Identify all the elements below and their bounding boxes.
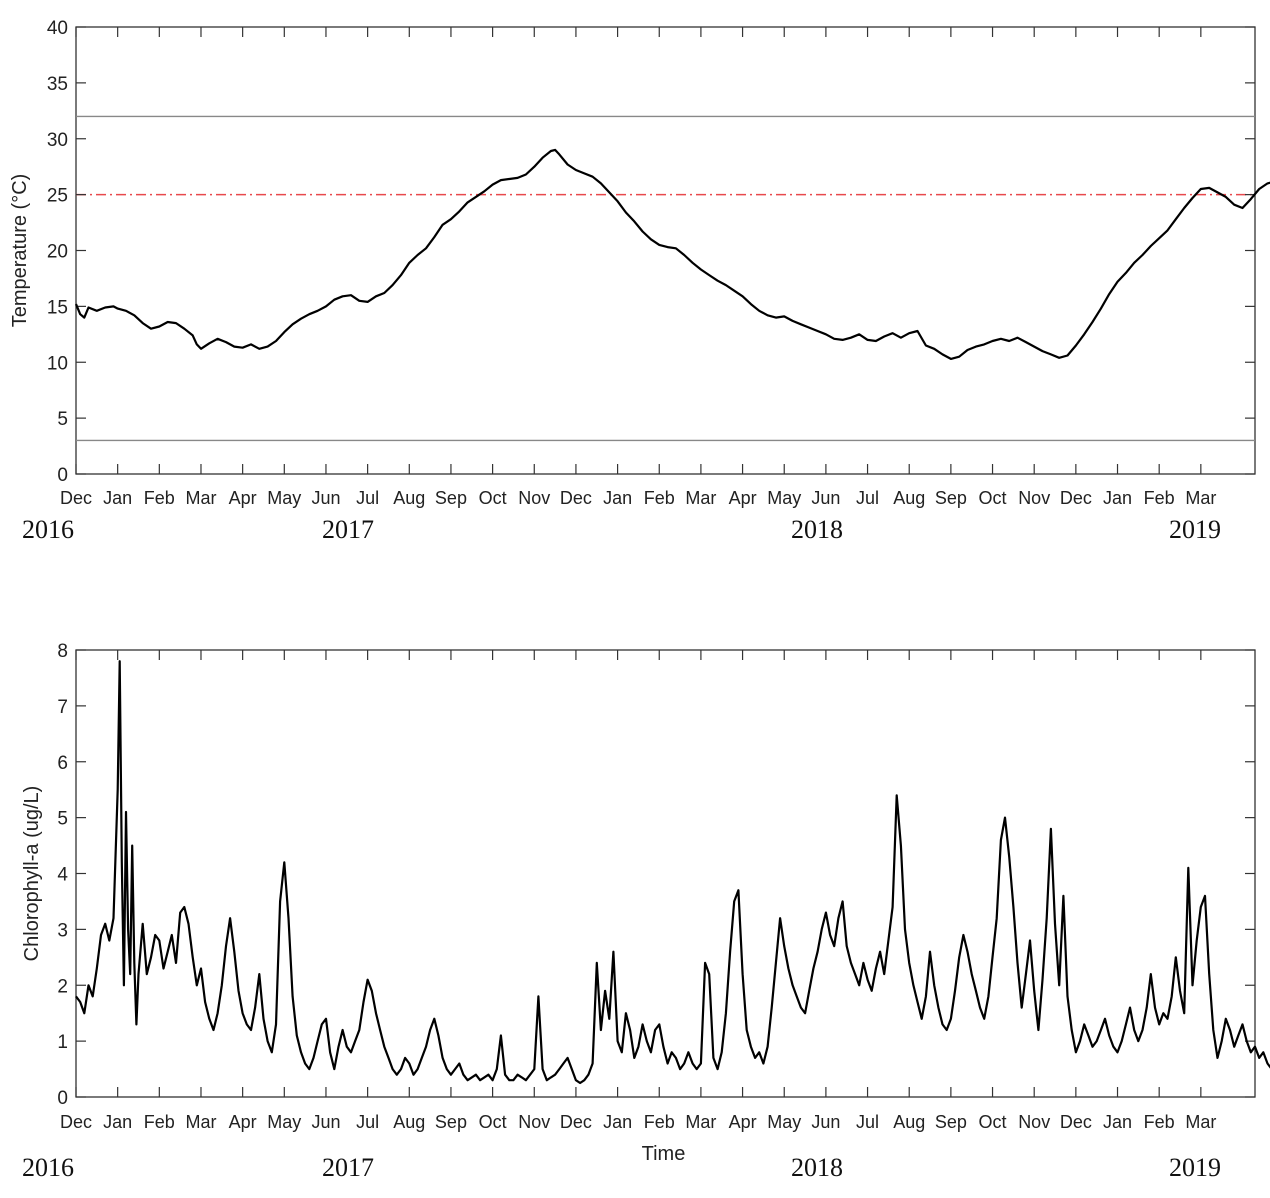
temperature-panel: 0 5 10 15 20 25 30 35 40 Dec Jan Feb Mar Apr May Jun Jul…	[9, 18, 1270, 544]
y-tick-label: 1	[57, 1032, 68, 1053]
x-month-label: Dec	[560, 1112, 592, 1132]
x-month-label: Apr	[229, 488, 257, 508]
x-month-label: Jan	[1103, 1112, 1132, 1132]
year-label: 2018	[791, 515, 843, 544]
x-month-label: Dec	[1060, 488, 1092, 508]
y-tick-label: 2	[57, 976, 68, 997]
x-month-label: Dec	[60, 488, 92, 508]
x-month-label: May	[767, 488, 801, 508]
x-month-label: Apr	[729, 1112, 757, 1132]
x-month-label: Dec	[60, 1112, 92, 1132]
series-line-0	[74, 148, 1270, 360]
x-month-label: Nov	[1018, 1112, 1050, 1132]
x-month-label: Feb	[644, 488, 675, 508]
y-tick-label: 8	[57, 641, 68, 662]
x-month-label: Jun	[811, 1112, 840, 1132]
x-month-label: Nov	[518, 488, 550, 508]
y-tick-label: 25	[47, 186, 68, 207]
y-tick-label: 15	[47, 297, 68, 318]
y-tick-label: 30	[47, 130, 68, 151]
year-label: 2018	[791, 1153, 843, 1182]
y-axis-title: Chlorophyll-a (ug/L)	[21, 786, 43, 962]
x-month-label: Aug	[893, 1112, 925, 1132]
x-axis-title: Time	[642, 1143, 686, 1165]
x-month-label: Aug	[393, 1112, 425, 1132]
y-tick-label: 4	[57, 865, 68, 886]
x-month-label: Jul	[856, 1112, 879, 1132]
year-label: 2019	[1169, 1153, 1221, 1182]
x-month-label: Oct	[479, 1112, 507, 1132]
x-month-label: Oct	[979, 488, 1007, 508]
x-month-label: May	[767, 1112, 801, 1132]
x-month-label: Mar	[185, 1112, 216, 1132]
x-month-label: Aug	[893, 488, 925, 508]
year-label: 2019	[1169, 515, 1221, 544]
x-month-label: Jul	[856, 488, 879, 508]
year-label: 2016	[22, 1153, 74, 1182]
x-month-label: Feb	[144, 1112, 175, 1132]
year-label: 2017	[322, 515, 374, 544]
x-month-label: Jan	[1103, 488, 1132, 508]
x-month-label: Nov	[1018, 488, 1050, 508]
x-month-label: Jun	[311, 1112, 340, 1132]
y-axis-title: Temperature (°C)	[9, 174, 31, 328]
year-label: 2016	[22, 515, 74, 544]
y-tick-label: 10	[47, 353, 68, 374]
x-month-label: Oct	[479, 488, 507, 508]
x-month-label: Jul	[356, 1112, 379, 1132]
x-month-label: Oct	[979, 1112, 1007, 1132]
x-month-label: May	[267, 1112, 301, 1132]
x-month-label: Jan	[603, 1112, 632, 1132]
x-month-label: Jan	[603, 488, 632, 508]
x-month-label: Mar	[685, 1112, 716, 1132]
x-month-label: May	[267, 488, 301, 508]
x-month-label: Feb	[1144, 488, 1175, 508]
y-tick-label: 5	[57, 809, 68, 830]
y-tick-label: 3	[57, 920, 68, 941]
x-month-label: Sep	[935, 488, 967, 508]
y-tick-label: 6	[57, 753, 68, 774]
y-tick-label: 40	[47, 18, 68, 39]
plot-frame	[75, 26, 1256, 475]
x-month-label: Mar	[1185, 488, 1216, 508]
x-month-label: Jul	[356, 488, 379, 508]
x-month-label: Sep	[435, 1112, 467, 1132]
x-month-label: Jun	[811, 488, 840, 508]
x-month-label: Feb	[644, 1112, 675, 1132]
x-month-label: Mar	[185, 488, 216, 508]
chlorophyll-panel: 0 1 2 3 4 5 6 7 8 Dec Jan Feb Mar Apr May Jun Jul Aug Sep O…	[21, 641, 1270, 1182]
y-tick-label: 5	[57, 409, 68, 430]
x-month-label: Jan	[103, 488, 132, 508]
y-tick-label: 35	[47, 74, 68, 95]
series-line-0	[75, 660, 1270, 1085]
x-month-label: Aug	[393, 488, 425, 508]
x-month-label: Mar	[685, 488, 716, 508]
y-tick-label: 7	[57, 697, 68, 718]
plot-frame	[75, 649, 1256, 1098]
x-month-label: Sep	[435, 488, 467, 508]
x-month-label: Mar	[1185, 1112, 1216, 1132]
x-month-label: Feb	[1144, 1112, 1175, 1132]
y-tick-label: 0	[57, 1088, 68, 1109]
x-month-label: Jan	[103, 1112, 132, 1132]
x-month-label: Dec	[560, 488, 592, 508]
x-month-label: Apr	[729, 488, 757, 508]
x-month-label: Sep	[935, 1112, 967, 1132]
x-month-label: Jun	[311, 488, 340, 508]
x-month-label: Dec	[1060, 1112, 1092, 1132]
x-month-label: Feb	[144, 488, 175, 508]
x-month-label: Apr	[229, 1112, 257, 1132]
year-label: 2017	[322, 1153, 374, 1182]
y-tick-label: 20	[47, 242, 68, 263]
x-month-label: Nov	[518, 1112, 550, 1132]
y-tick-label: 0	[57, 465, 68, 486]
